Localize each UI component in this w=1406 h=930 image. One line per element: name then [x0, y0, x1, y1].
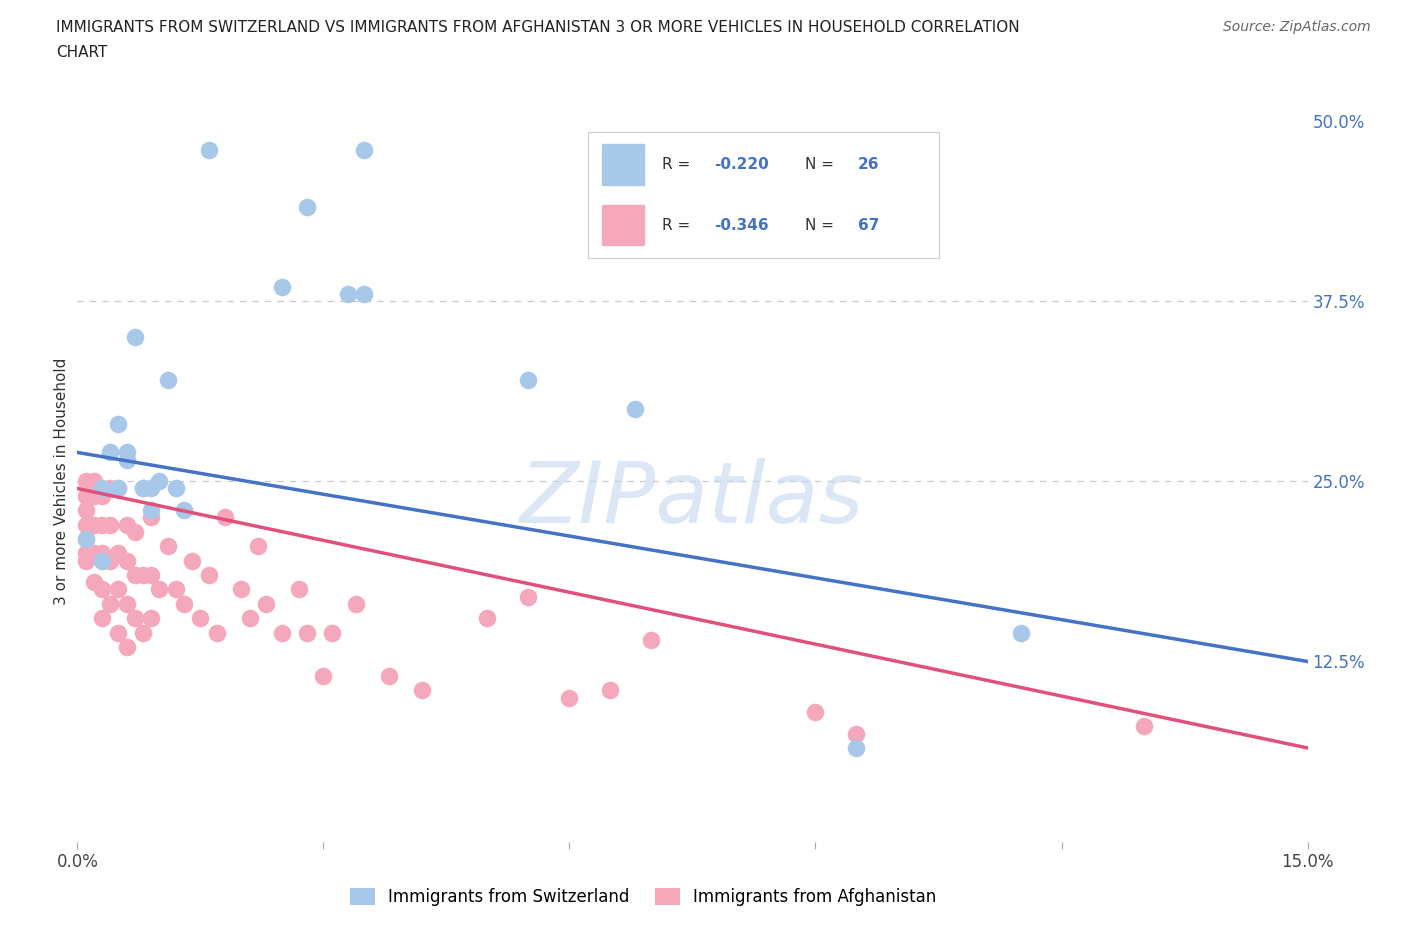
Point [75, 553, 97, 568]
Point [83, 488, 105, 503]
Point [477, 611, 499, 626]
Y-axis label: 3 or more Vehicles in Household: 3 or more Vehicles in Household [53, 358, 69, 604]
Point [98, 481, 121, 496]
Point [83, 546, 105, 561]
Point [75, 503, 97, 518]
Point [246, 538, 269, 553]
Point [98, 596, 121, 611]
Point [83, 517, 105, 532]
Point [517, 373, 540, 388]
Point [75, 546, 97, 561]
Point [411, 683, 433, 698]
Point [75, 532, 97, 547]
Point [173, 596, 195, 611]
Point [132, 481, 155, 496]
Point [115, 517, 138, 532]
Point [231, 582, 253, 597]
Point [181, 553, 204, 568]
Point [156, 373, 179, 388]
Point [337, 286, 360, 301]
Point [115, 445, 138, 460]
Point [239, 611, 262, 626]
Point [75, 488, 97, 503]
Point [640, 632, 662, 647]
Point [141, 567, 163, 582]
Point [124, 567, 146, 582]
Point [141, 503, 163, 518]
Point [90, 517, 114, 532]
Point [75, 474, 97, 489]
Point [599, 683, 621, 698]
Point [378, 669, 401, 684]
Text: IMMIGRANTS FROM SWITZERLAND VS IMMIGRANTS FROM AFGHANISTAN 3 OR MORE VEHICLES IN: IMMIGRANTS FROM SWITZERLAND VS IMMIGRANT… [56, 20, 1019, 35]
Point [1010, 625, 1032, 640]
Point [353, 142, 375, 157]
Point [295, 625, 318, 640]
Point [90, 611, 114, 626]
Point [271, 625, 294, 640]
Point [124, 330, 146, 345]
Point [132, 481, 155, 496]
Point [107, 582, 129, 597]
Point [288, 582, 311, 597]
Point [344, 596, 367, 611]
Point [312, 669, 335, 684]
Point [517, 590, 540, 604]
Point [165, 582, 187, 597]
Point [98, 445, 121, 460]
Text: CHART: CHART [56, 45, 108, 60]
Point [107, 481, 129, 496]
Point [254, 596, 277, 611]
Point [90, 481, 114, 496]
Point [205, 625, 228, 640]
Point [214, 510, 236, 525]
Point [165, 481, 187, 496]
Point [107, 625, 129, 640]
Point [845, 726, 868, 741]
Text: ZIPatlas: ZIPatlas [520, 458, 865, 540]
Point [98, 553, 121, 568]
Point [124, 525, 146, 539]
Point [132, 567, 155, 582]
Point [295, 200, 318, 215]
Point [98, 517, 121, 532]
Point [75, 517, 97, 532]
Point [1132, 719, 1154, 734]
Point [558, 690, 581, 705]
Point [197, 567, 219, 582]
Point [90, 546, 114, 561]
Point [156, 538, 179, 553]
Point [197, 142, 219, 157]
Point [353, 286, 375, 301]
Point [845, 740, 868, 755]
Point [107, 546, 129, 561]
Legend: Immigrants from Switzerland, Immigrants from Afghanistan: Immigrants from Switzerland, Immigrants … [343, 881, 943, 912]
Point [148, 474, 170, 489]
Point [321, 625, 343, 640]
Point [83, 575, 105, 590]
Point [90, 582, 114, 597]
Point [90, 488, 114, 503]
Point [107, 417, 129, 432]
Point [83, 474, 105, 489]
Point [141, 481, 163, 496]
Point [624, 402, 647, 417]
Point [804, 705, 827, 720]
Point [75, 532, 97, 547]
Point [90, 553, 114, 568]
Point [271, 279, 294, 294]
Text: Source: ZipAtlas.com: Source: ZipAtlas.com [1223, 20, 1371, 34]
Point [173, 503, 195, 518]
Point [141, 510, 163, 525]
Point [115, 640, 138, 655]
Point [115, 596, 138, 611]
Point [188, 611, 212, 626]
Point [124, 611, 146, 626]
Point [115, 452, 138, 467]
Point [132, 625, 155, 640]
Point [115, 553, 138, 568]
Point [107, 481, 129, 496]
Point [141, 611, 163, 626]
Point [148, 582, 170, 597]
